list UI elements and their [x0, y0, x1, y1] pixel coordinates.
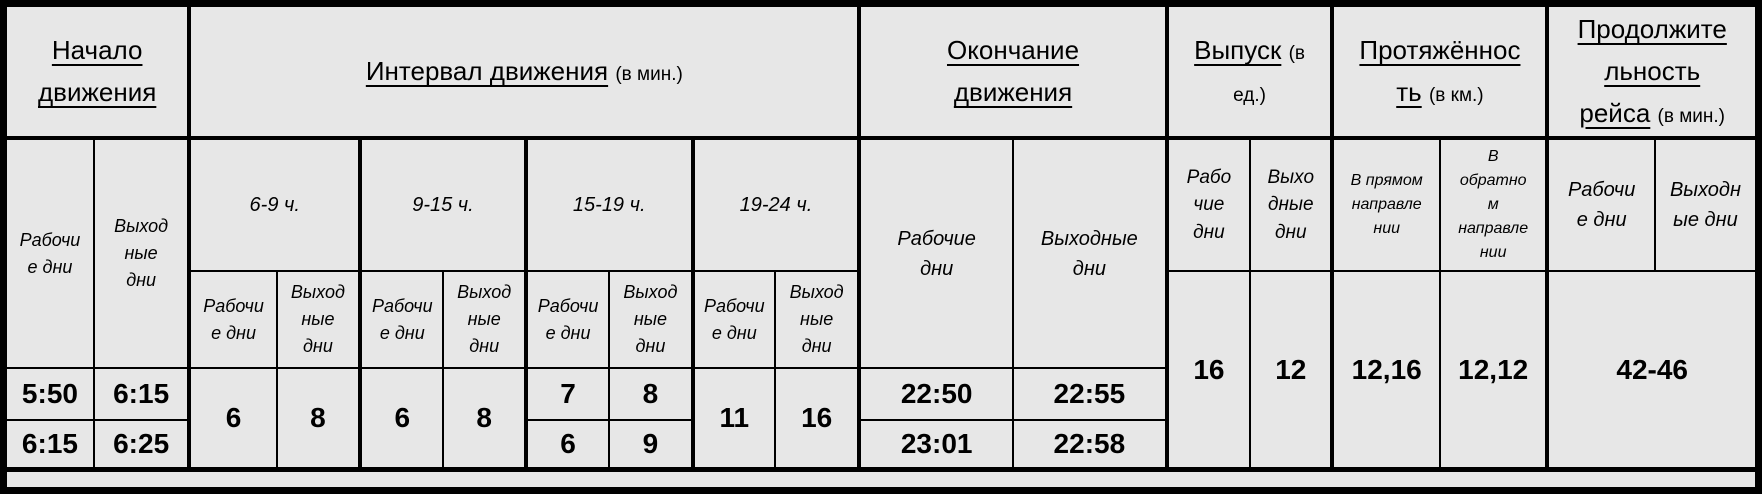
- cell-interval-9-15-weekend: 8: [442, 367, 527, 471]
- cell-interval-19-24-workdays: 11: [690, 367, 776, 471]
- header-interval: Интервал движения (в мин.): [187, 2, 861, 141]
- cell-length-forward: 12,16: [1330, 269, 1441, 471]
- header-trip-duration: Продолжите льность рейса (в мин.): [1545, 2, 1760, 141]
- cell-interval-6-9-workdays: 6: [187, 367, 278, 471]
- cell-interval-15-19-weekend-row1: 8: [608, 367, 694, 422]
- cell-interval-15-19-workdays-row2: 6: [523, 419, 611, 471]
- cell-interval-19-24-weekend: 16: [773, 367, 861, 471]
- interval-group-15-19: 15-19 ч.: [523, 137, 694, 272]
- subheader-vypusk-workdays: Рабо чие дни: [1164, 137, 1252, 272]
- header-vehicles-output: Выпуск (в ед.): [1164, 2, 1334, 141]
- cell-end-weekend-row1: 22:55: [1012, 367, 1168, 422]
- cell-start-workdays-row1: 5:50: [2, 367, 95, 422]
- cell-trip-duration: 42-46: [1545, 269, 1760, 471]
- cell-start-weekend-row2: 6:25: [92, 419, 191, 471]
- subheader-end-workdays: Рабочие дни: [857, 137, 1015, 370]
- cell-interval-9-15-workdays: 6: [358, 367, 445, 471]
- subheader-start-weekend: Выход ные дни: [92, 137, 191, 370]
- interval-group-6-9: 6-9 ч.: [187, 137, 362, 272]
- cell-interval-15-19-weekend-row2: 9: [608, 419, 694, 471]
- header-route-length: Протяжённос ть (в км.): [1330, 2, 1549, 141]
- subheader-duration-workdays: Рабочи е дни: [1545, 137, 1656, 272]
- header-end-of-service: Окончание движения: [857, 2, 1168, 141]
- subheader-end-weekend: Выходные дни: [1012, 137, 1168, 370]
- cell-start-weekend-row1: 6:15: [92, 367, 191, 422]
- subheader-19-24-weekend: Выход ные дни: [773, 269, 861, 370]
- subheader-length-forward: В прямом направле нии: [1330, 137, 1441, 272]
- interval-group-19-24: 19-24 ч.: [690, 137, 861, 272]
- bottom-empty-strip: [2, 467, 1760, 492]
- interval-group-9-15: 9-15 ч.: [358, 137, 527, 272]
- cell-interval-15-19-workdays-row1: 7: [523, 367, 611, 422]
- cell-vypusk-weekend: 12: [1249, 269, 1334, 471]
- cell-end-weekend-row2: 22:58: [1012, 419, 1168, 471]
- subheader-15-19-weekend: Выход ные дни: [608, 269, 694, 370]
- subheader-vypusk-weekend: Выхо дные дни: [1249, 137, 1334, 272]
- header-start-of-service: Начало движения: [2, 2, 191, 141]
- subheader-9-15-weekend: Выход ные дни: [442, 269, 527, 370]
- cell-length-backward: 12,12: [1438, 269, 1549, 471]
- subheader-6-9-weekend: Выход ные дни: [275, 269, 362, 370]
- cell-interval-6-9-weekend: 8: [275, 367, 362, 471]
- subheader-duration-weekend: Выходн ые дни: [1653, 137, 1760, 272]
- subheader-length-backward: В обратно м направле нии: [1438, 137, 1549, 272]
- subheader-9-15-workdays: Рабочи е дни: [358, 269, 445, 370]
- cell-end-workdays-row2: 23:01: [857, 419, 1015, 471]
- cell-start-workdays-row2: 6:15: [2, 419, 95, 471]
- subheader-19-24-workdays: Рабочи е дни: [690, 269, 776, 370]
- subheader-start-workdays: Рабочи е дни: [2, 137, 95, 370]
- cell-end-workdays-row1: 22:50: [857, 367, 1015, 422]
- subheader-15-19-workdays: Рабочи е дни: [523, 269, 611, 370]
- cell-vypusk-workdays: 16: [1164, 269, 1252, 471]
- subheader-6-9-workdays: Рабочи е дни: [187, 269, 278, 370]
